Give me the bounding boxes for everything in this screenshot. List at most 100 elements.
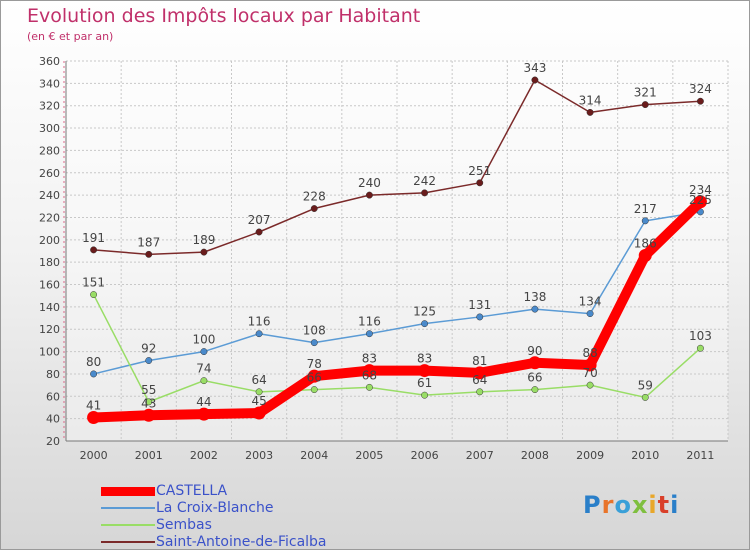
y-tick-label: 200 (39, 234, 60, 247)
data-point-sembas (531, 386, 539, 394)
data-point-sembas (476, 388, 484, 396)
data-label-saint-antoine-de-ficalba: 240 (358, 176, 381, 190)
data-label-sembas: 61 (417, 376, 432, 390)
x-tick-label: 2005 (355, 449, 383, 462)
data-point-saint-antoine-de-ficalba (531, 76, 539, 84)
y-tick-label: 260 (39, 167, 60, 180)
y-tick-label: 100 (39, 346, 60, 359)
data-point-la-croix-blanche (641, 217, 649, 225)
data-label-saint-antoine-de-ficalba: 251 (468, 164, 491, 178)
data-label-la-croix-blanche: 138 (523, 290, 546, 304)
logo-letter: i (670, 491, 680, 519)
data-label-la-croix-blanche: 131 (468, 298, 491, 312)
data-point-sembas (696, 344, 704, 352)
y-tick-label: 320 (39, 100, 60, 113)
data-label-saint-antoine-de-ficalba: 343 (523, 61, 546, 75)
x-tick-label: 2011 (686, 449, 714, 462)
data-label-saint-antoine-de-ficalba: 189 (192, 233, 215, 247)
data-label-saint-antoine-de-ficalba: 324 (689, 82, 712, 96)
data-point-la-croix-blanche (531, 305, 539, 313)
data-label-castella: 83 (417, 352, 432, 366)
data-label-la-croix-blanche: 80 (86, 355, 101, 369)
data-point-la-croix-blanche (586, 310, 594, 318)
data-label-sembas: 66 (527, 371, 542, 385)
data-point-saint-antoine-de-ficalba (145, 250, 153, 258)
data-point-la-croix-blanche (365, 330, 373, 338)
legend-swatch-saint-antoine-de-ficalba (101, 541, 155, 543)
data-label-castella: 90 (527, 344, 542, 358)
logo-letter: o (614, 491, 632, 519)
x-tick-label: 2000 (80, 449, 108, 462)
data-point-saint-antoine-de-ficalba (586, 108, 594, 116)
data-point-castella (638, 248, 652, 262)
data-point-castella (252, 406, 266, 420)
data-label-castella: 44 (196, 395, 211, 409)
data-label-sembas: 64 (472, 373, 487, 387)
data-label-sembas: 64 (251, 373, 266, 387)
data-label-castella: 234 (689, 183, 712, 197)
logo-letter: x (631, 491, 649, 519)
data-label-sembas: 66 (307, 371, 322, 385)
data-point-la-croix-blanche (421, 320, 429, 328)
logo-letter: r (601, 491, 615, 519)
x-tick-label: 2003 (245, 449, 273, 462)
data-label-castella: 81 (472, 354, 487, 368)
data-point-saint-antoine-de-ficalba (255, 228, 263, 236)
data-point-sembas (145, 398, 153, 406)
data-label-saint-antoine-de-ficalba: 314 (579, 93, 602, 107)
y-tick-label: 300 (39, 122, 60, 135)
data-label-la-croix-blanche: 217 (634, 202, 657, 216)
data-point-castella (142, 408, 156, 422)
y-tick-label: 240 (39, 189, 60, 202)
x-tick-label: 2002 (190, 449, 218, 462)
series-line-saint-antoine-de-ficalba (92, 79, 702, 256)
data-point-la-croix-blanche (310, 339, 318, 347)
data-point-saint-antoine-de-ficalba (90, 246, 98, 254)
y-tick-label: 340 (39, 77, 60, 90)
x-tick-label: 2006 (411, 449, 439, 462)
data-label-sembas: 151 (82, 276, 105, 290)
data-label-saint-antoine-de-ficalba: 207 (248, 213, 271, 227)
data-point-la-croix-blanche (200, 348, 208, 356)
data-point-castella (693, 195, 707, 209)
data-label-la-croix-blanche: 116 (248, 315, 271, 329)
series-line-sembas (92, 293, 702, 403)
data-label-castella: 45 (251, 394, 266, 408)
data-label-castella: 41 (86, 399, 101, 413)
data-label-sembas: 59 (638, 378, 653, 392)
logo-letter: P (583, 491, 602, 519)
y-tick-label: 180 (39, 256, 60, 269)
y-tick-label: 40 (46, 413, 60, 426)
data-point-la-croix-blanche (90, 370, 98, 378)
legend-swatch-la-croix-blanche (101, 507, 155, 509)
data-point-sembas (310, 386, 318, 394)
series-line-castella (88, 196, 706, 423)
data-point-sembas (255, 388, 263, 396)
data-point-castella (528, 356, 542, 370)
x-tick-label: 2008 (521, 449, 549, 462)
data-point-saint-antoine-de-ficalba (696, 97, 704, 105)
y-tick-label: 80 (46, 368, 60, 381)
data-label-la-croix-blanche: 108 (303, 324, 326, 338)
data-point-castella (362, 364, 376, 378)
y-tick-label: 360 (39, 55, 60, 68)
data-point-sembas (90, 291, 98, 299)
data-point-la-croix-blanche (255, 330, 263, 338)
chart-subtitle: (en € et par an) (27, 30, 114, 43)
data-point-saint-antoine-de-ficalba (200, 248, 208, 256)
data-point-castella (197, 407, 211, 421)
data-point-castella (307, 369, 321, 383)
data-label-saint-antoine-de-ficalba: 187 (137, 235, 160, 249)
data-label-la-croix-blanche: 125 (413, 305, 436, 319)
data-point-castella (87, 411, 101, 425)
data-label-la-croix-blanche: 92 (141, 342, 156, 356)
data-label-castella: 43 (141, 396, 156, 410)
legend-label-saint-antoine-de-ficalba: Saint-Antoine-de-Ficalba (156, 534, 327, 550)
legend-label-la-croix-blanche: La Croix-Blanche (156, 500, 274, 516)
legend-swatch-sembas (101, 524, 155, 526)
data-point-castella (473, 366, 487, 380)
data-label-castella: 88 (582, 346, 597, 360)
data-label-sembas: 70 (582, 366, 597, 380)
